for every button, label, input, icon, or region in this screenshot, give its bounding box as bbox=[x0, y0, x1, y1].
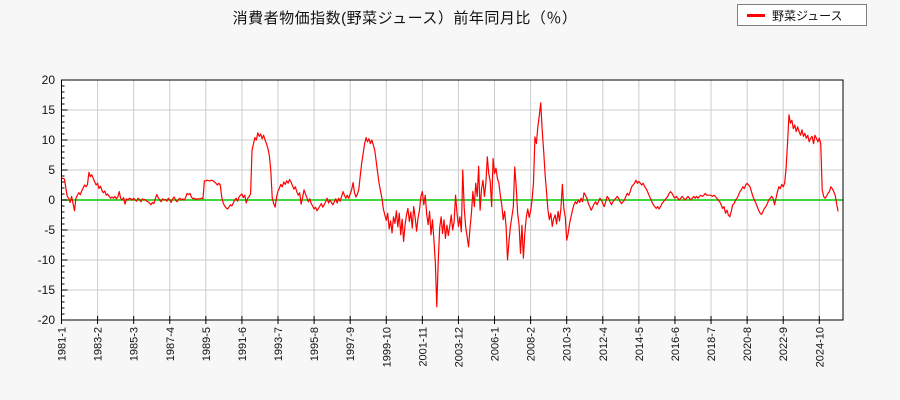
y-tick-label: 15 bbox=[42, 103, 56, 117]
x-tick-label: 1985-3 bbox=[129, 327, 141, 361]
x-tick-label: 1987-4 bbox=[165, 327, 177, 361]
x-tick-label: 2018-7 bbox=[706, 327, 718, 361]
series-line bbox=[61, 102, 839, 308]
y-tick-label: -5 bbox=[44, 223, 55, 237]
x-tick-label: 2020-8 bbox=[742, 327, 754, 361]
y-tick-label: 20 bbox=[42, 73, 56, 87]
y-tick-label: -20 bbox=[38, 313, 56, 327]
x-tick-label: 1991-6 bbox=[237, 327, 249, 361]
x-tick-label: 1981-1 bbox=[57, 327, 69, 361]
y-tick-label: -10 bbox=[38, 253, 56, 267]
y-tick-label: -15 bbox=[38, 283, 56, 297]
legend: 野菜ジュース bbox=[737, 4, 867, 26]
legend-label: 野菜ジュース bbox=[772, 8, 843, 23]
x-tick-label: 1993-7 bbox=[273, 327, 285, 361]
y-tick-label: 0 bbox=[48, 193, 55, 207]
x-tick-label: 1989-5 bbox=[201, 327, 213, 361]
x-tick-label: 1983-2 bbox=[93, 327, 105, 361]
chart-title: 消費者物価指数(野菜ジュース）前年同月比（％） bbox=[232, 10, 578, 27]
y-tick-label: 10 bbox=[42, 133, 56, 147]
x-tick-label: 1995-8 bbox=[309, 327, 321, 361]
x-tick-label: 2010-3 bbox=[562, 327, 574, 361]
x-tick-label: 2006-1 bbox=[490, 327, 502, 361]
legend-line-swatch bbox=[747, 13, 765, 17]
x-tick-label: 2012-4 bbox=[598, 327, 610, 361]
x-tick-label: 2016-6 bbox=[670, 327, 682, 361]
x-tick-label: 1999-10 bbox=[381, 327, 393, 367]
x-tick-label: 2014-5 bbox=[634, 327, 646, 361]
x-tick-label: 2022-9 bbox=[778, 327, 790, 361]
x-tick-label: 2003-12 bbox=[453, 327, 465, 367]
x-tick-label: 1997-9 bbox=[345, 327, 357, 361]
y-tick-label: 5 bbox=[48, 163, 55, 177]
x-tick-label: 2024-10 bbox=[814, 327, 826, 367]
x-tick-label: 2001-11 bbox=[417, 327, 429, 367]
x-tick-label: 2008-2 bbox=[526, 327, 538, 361]
